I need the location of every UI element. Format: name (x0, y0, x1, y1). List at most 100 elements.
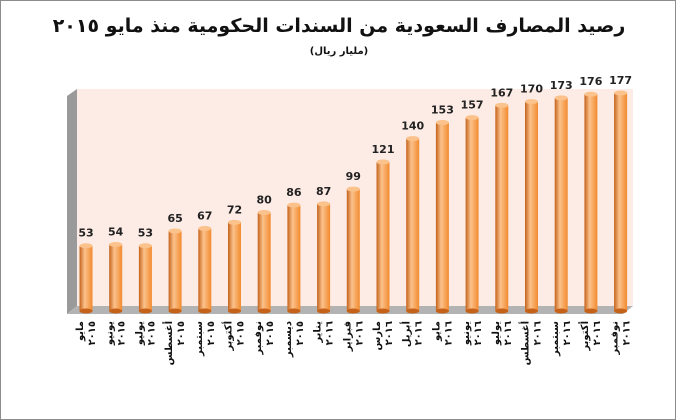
bar-top (228, 219, 241, 225)
bar-top (495, 102, 509, 108)
data-label: 121 (372, 143, 395, 156)
x-tick-month: يناير (313, 321, 324, 344)
x-tick-year: ٢٠١٦ (562, 321, 573, 345)
bar (406, 138, 420, 311)
x-tick-month: أبريل (400, 321, 413, 347)
bar-base (257, 308, 271, 314)
bar-top (465, 115, 479, 121)
bar (138, 245, 152, 311)
x-tick-year: ٢٠١٦ (592, 321, 603, 345)
x-tick-month: سبتمبر (194, 321, 205, 357)
side-wall (67, 89, 77, 314)
data-label: 72 (227, 203, 242, 216)
data-label: 153 (431, 104, 454, 117)
bar-base (495, 308, 509, 314)
data-label: 54 (108, 225, 124, 238)
x-tick-year: ٢٠١٦ (384, 321, 395, 345)
x-tick-month: ديسمبر (283, 321, 294, 358)
bar-base (317, 308, 331, 314)
x-tick-month: يوليو (134, 321, 145, 346)
bar-base (525, 308, 538, 314)
bar-base (554, 308, 568, 314)
x-tick-month: أغسطس (519, 321, 532, 365)
x-tick-label: فبراير ٢٠١٦ (342, 321, 365, 352)
x-tick-year: ٢٠١٦ (473, 321, 484, 345)
bar-top (406, 136, 420, 142)
bar (317, 203, 331, 311)
bar-base (138, 308, 152, 314)
bar (554, 97, 568, 312)
bar (346, 189, 360, 311)
x-tick-year: ٢٠١٥ (265, 321, 276, 345)
data-label: 177 (609, 74, 632, 87)
bar-top (168, 228, 182, 234)
bar (435, 122, 449, 311)
data-label: 99 (346, 170, 361, 183)
x-tick-month: أغسطس (162, 321, 175, 365)
bar-top (317, 201, 331, 207)
data-label: 176 (579, 75, 602, 88)
data-label: 170 (520, 83, 543, 96)
x-tick-year: ٢٠١٦ (443, 321, 454, 345)
x-tick-label: ديسمبر ٢٠١٥ (283, 321, 306, 358)
bar (198, 228, 212, 311)
x-tick-label: مايو ٢٠١٥ (75, 321, 98, 345)
x-tick-year: ٢٠١٦ (533, 321, 544, 345)
x-tick-year: ٢٠١٦ (354, 321, 365, 345)
x-tick-year: ٢٠١٥ (176, 321, 187, 345)
x-tick-label: أغسطس ٢٠١٦ (519, 321, 544, 365)
bar-top (109, 241, 123, 247)
data-label: 87 (316, 185, 331, 198)
x-tick-month: مايو (431, 321, 442, 342)
bar (79, 245, 93, 311)
x-tick-label: أكتوبر ٢٠١٥ (222, 321, 247, 352)
x-tick-label: مايو ٢٠١٦ (431, 321, 454, 345)
bar (465, 117, 479, 311)
bar-base (435, 308, 449, 314)
data-label: 157 (461, 99, 484, 112)
bar-top (79, 243, 93, 249)
x-tick-month: مارس (372, 321, 383, 351)
x-tick-month: يونيو (105, 321, 116, 346)
bar-top (435, 120, 449, 126)
bar-base (109, 308, 123, 314)
bar-base (228, 308, 241, 314)
x-tick-label: نوفمبر ٢٠١٥ (253, 321, 276, 356)
x-tick-label: مارس ٢٠١٦ (372, 321, 395, 351)
x-tick-label: أبريل ٢٠١٦ (400, 321, 425, 347)
x-tick-label: يوليو ٢٠١٦ (491, 321, 514, 346)
bar-top (346, 186, 360, 192)
x-tick-year: ٢٠١٥ (295, 321, 306, 345)
bar (376, 161, 390, 311)
x-tick-month: أكتوبر (578, 321, 591, 352)
x-tick-month: مايو (75, 321, 86, 342)
bar (495, 105, 509, 312)
bar (614, 93, 628, 311)
x-tick-year: ٢٠١٥ (236, 321, 247, 345)
data-label: 65 (167, 212, 182, 225)
x-tick-year: ٢٠١٥ (117, 321, 128, 345)
x-tick-year: ٢٠١٦ (622, 321, 633, 345)
x-tick-month: نوفمبر (610, 321, 621, 356)
bar-base (406, 308, 420, 314)
data-label: 80 (257, 193, 273, 206)
x-tick-label: يناير ٢٠١٦ (313, 321, 336, 346)
bar-top (554, 95, 568, 101)
bar (257, 212, 271, 311)
x-tick-label: أغسطس ٢٠١٥ (162, 321, 187, 365)
chart-title: رصيد المصارف السعودية من السندات الحكومي… (52, 15, 626, 37)
x-tick-label: سبتمبر ٢٠١٥ (194, 321, 217, 357)
data-label: 53 (78, 227, 93, 240)
x-tick-label: يونيو ٢٠١٦ (461, 321, 484, 346)
bar-top (287, 202, 301, 208)
bar-top (257, 209, 271, 215)
x-tick-label: سبتمبر ٢٠١٦ (550, 321, 573, 357)
bar-top (525, 99, 538, 105)
x-tick-label: يونيو ٢٠١٥ (105, 321, 128, 346)
bar (168, 230, 182, 311)
bar (287, 205, 301, 311)
x-tick-year: ٢٠١٦ (503, 321, 514, 345)
bar-base (346, 308, 360, 314)
